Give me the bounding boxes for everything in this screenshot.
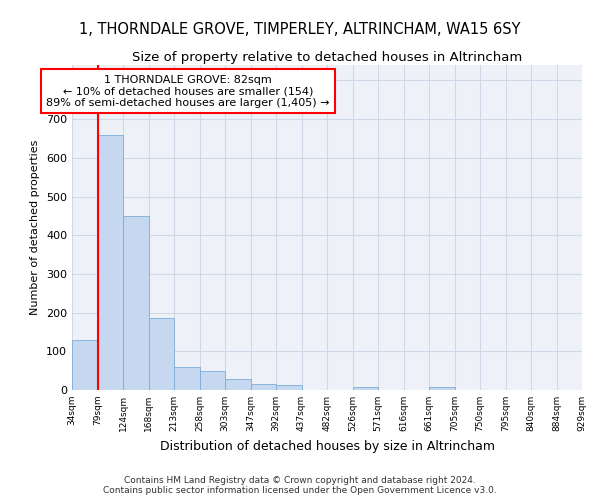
Y-axis label: Number of detached properties: Number of detached properties <box>31 140 40 315</box>
Bar <box>174 367 199 390</box>
Bar <box>429 387 455 390</box>
Bar <box>97 134 123 390</box>
X-axis label: Distribution of detached houses by size in Altrincham: Distribution of detached houses by size … <box>160 440 494 452</box>
Bar <box>123 216 149 390</box>
Bar <box>276 386 302 390</box>
Bar <box>353 387 378 390</box>
Bar <box>225 379 251 390</box>
Bar <box>72 340 97 390</box>
Text: 1 THORNDALE GROVE: 82sqm
← 10% of detached houses are smaller (154)
89% of semi-: 1 THORNDALE GROVE: 82sqm ← 10% of detach… <box>46 74 330 108</box>
Text: Contains HM Land Registry data © Crown copyright and database right 2024.
Contai: Contains HM Land Registry data © Crown c… <box>103 476 497 495</box>
Text: 1, THORNDALE GROVE, TIMPERLEY, ALTRINCHAM, WA15 6SY: 1, THORNDALE GROVE, TIMPERLEY, ALTRINCHA… <box>79 22 521 38</box>
Title: Size of property relative to detached houses in Altrincham: Size of property relative to detached ho… <box>132 51 522 64</box>
Bar <box>149 318 174 390</box>
Bar <box>199 372 225 390</box>
Bar <box>251 384 276 390</box>
